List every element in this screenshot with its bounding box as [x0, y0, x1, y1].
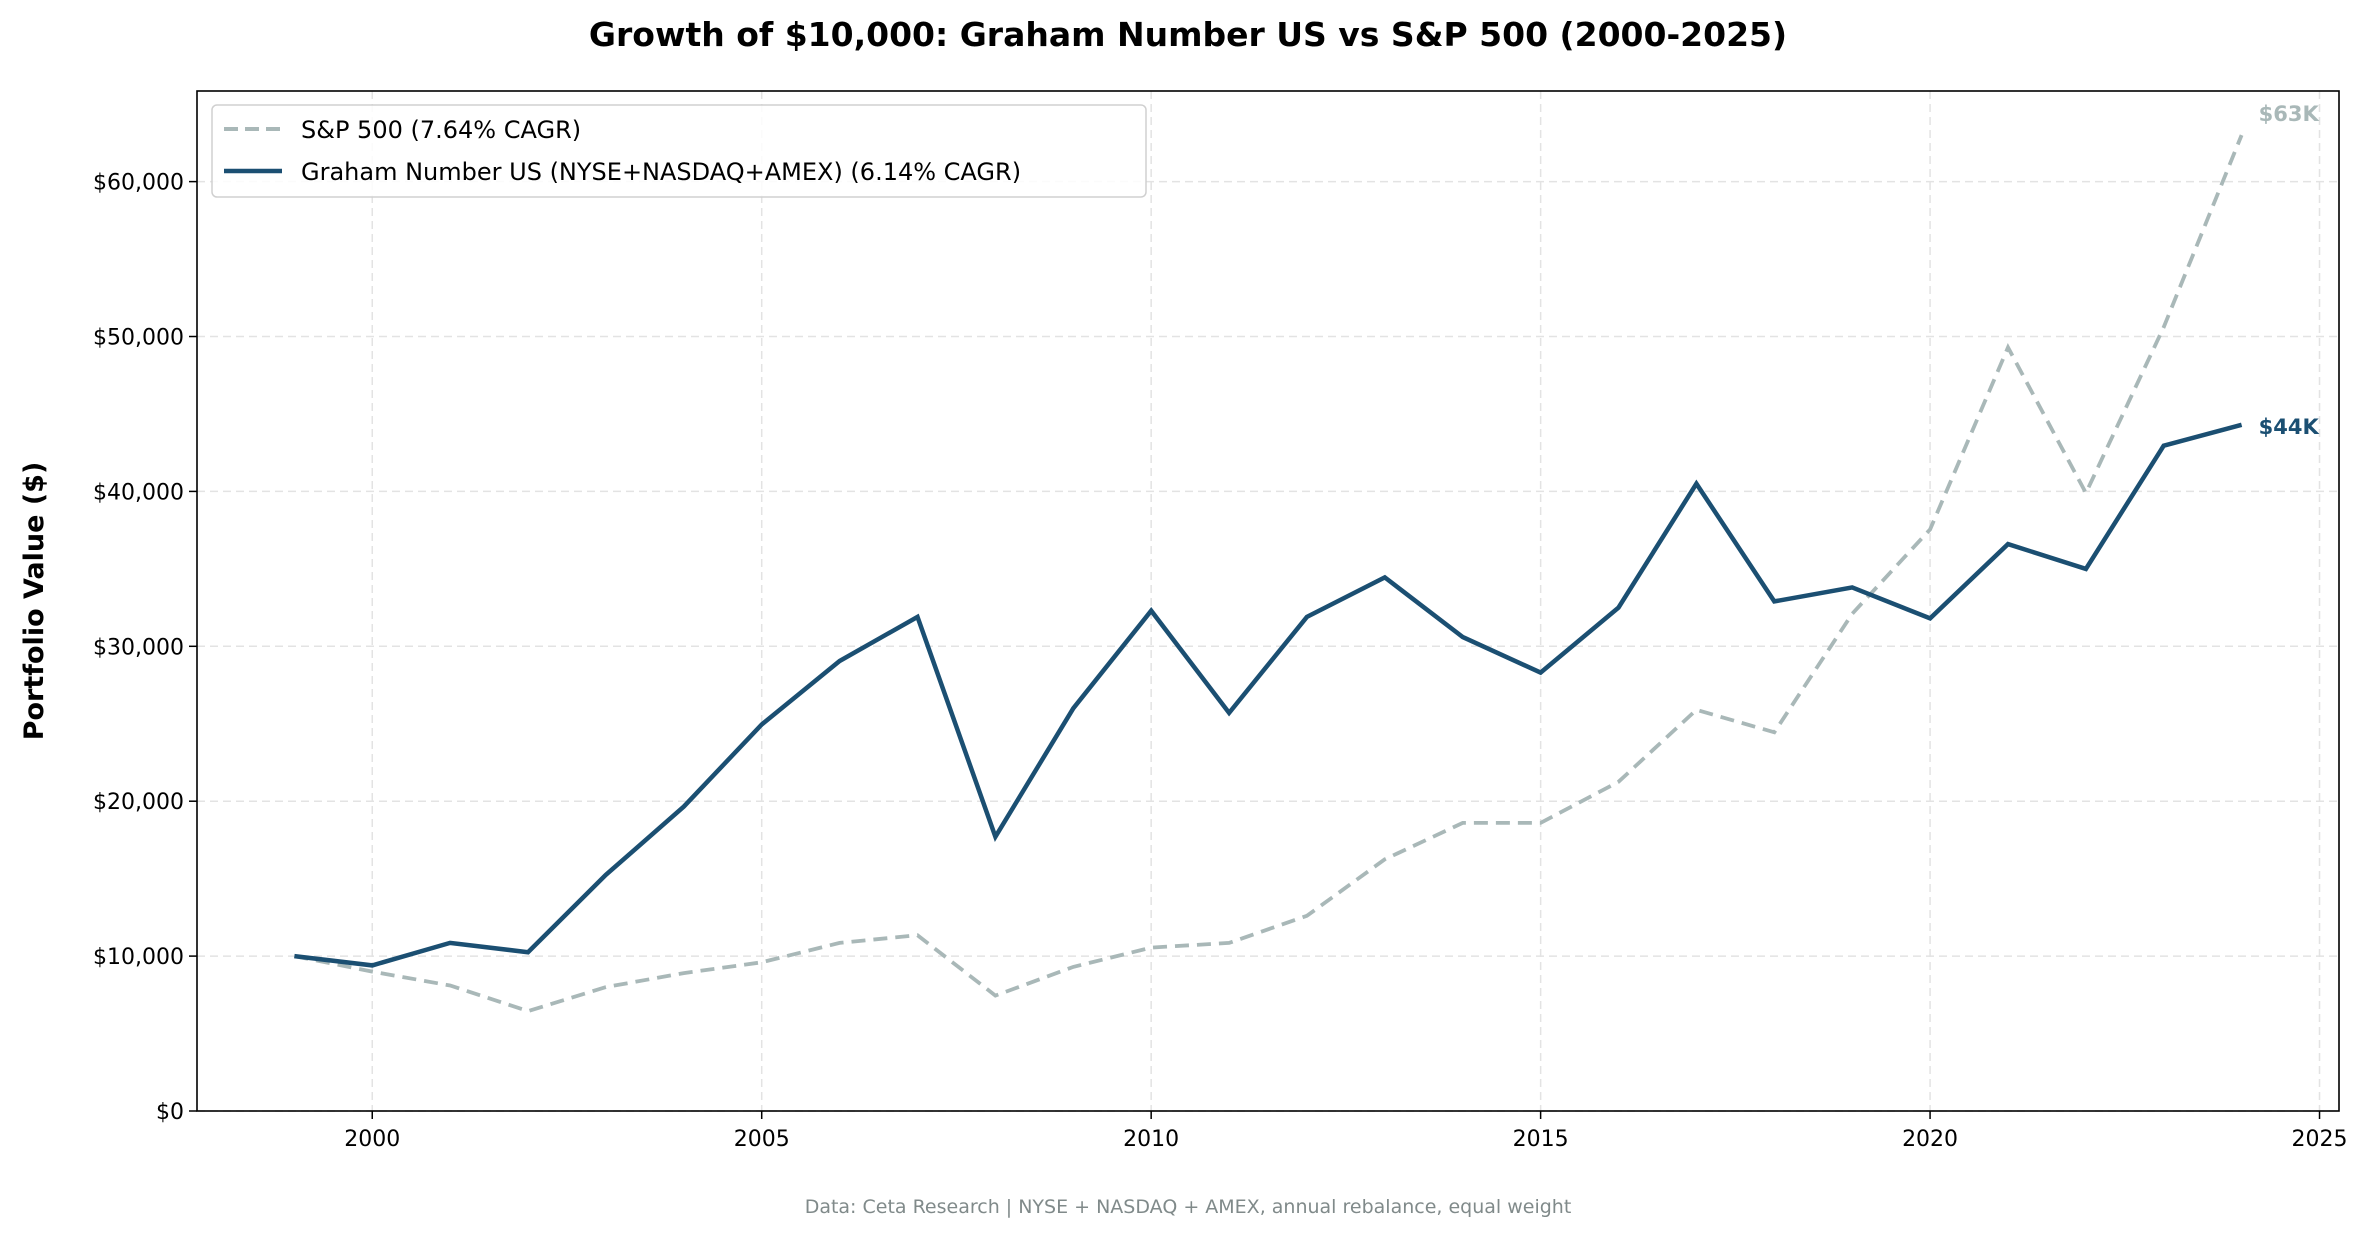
x-tick-label: 2020 [1902, 1127, 1958, 1152]
x-tick-label: 2015 [1513, 1127, 1569, 1152]
y-tick-label: $50,000 [93, 326, 184, 351]
series-line-graham [294, 422, 2243, 968]
x-tick-label: 2025 [2292, 1127, 2348, 1152]
y-tick-label: $0 [156, 1100, 184, 1125]
end-value-label: $44K [2259, 415, 2320, 439]
legend-label-sp500: S&P 500 (7.64% CAGR) [301, 116, 581, 144]
y-tick-label: $30,000 [93, 635, 184, 660]
y-tick-label: $20,000 [93, 790, 184, 815]
x-tick-label: 2010 [1123, 1127, 1179, 1152]
grid [197, 91, 2339, 1112]
series-line-sp500 [294, 134, 2244, 1014]
y-tick-label: $60,000 [93, 171, 184, 196]
plot-frame [196, 90, 2340, 1112]
series-lines: $63K $44K [294, 102, 2320, 1014]
chart-title: Growth of $10,000: Graham Number US vs S… [589, 15, 1787, 54]
x-tick-label: 2005 [734, 1127, 790, 1152]
y-tick-label: $10,000 [93, 945, 184, 970]
axis-ticks: 2000 2005 2010 2015 2020 2025 $0 $10,000 $20,000… [93, 171, 2348, 1152]
y-tick-label: $40,000 [93, 480, 184, 505]
legend-box [211, 104, 1147, 198]
footnote: Data: Ceta Research | NYSE + NASDAQ + AM… [805, 1196, 1572, 1218]
y-axis-label: Portfolio Value ($) [19, 462, 50, 741]
legend: S&P 500 (7.64% CAGR) Graham Number US (N… [211, 104, 1147, 198]
legend-label-graham: Graham Number US (NYSE+NASDAQ+AMEX) (6.1… [301, 158, 1021, 186]
x-tick-label: 2000 [344, 1127, 400, 1152]
end-value-label: $63K [2259, 102, 2320, 126]
